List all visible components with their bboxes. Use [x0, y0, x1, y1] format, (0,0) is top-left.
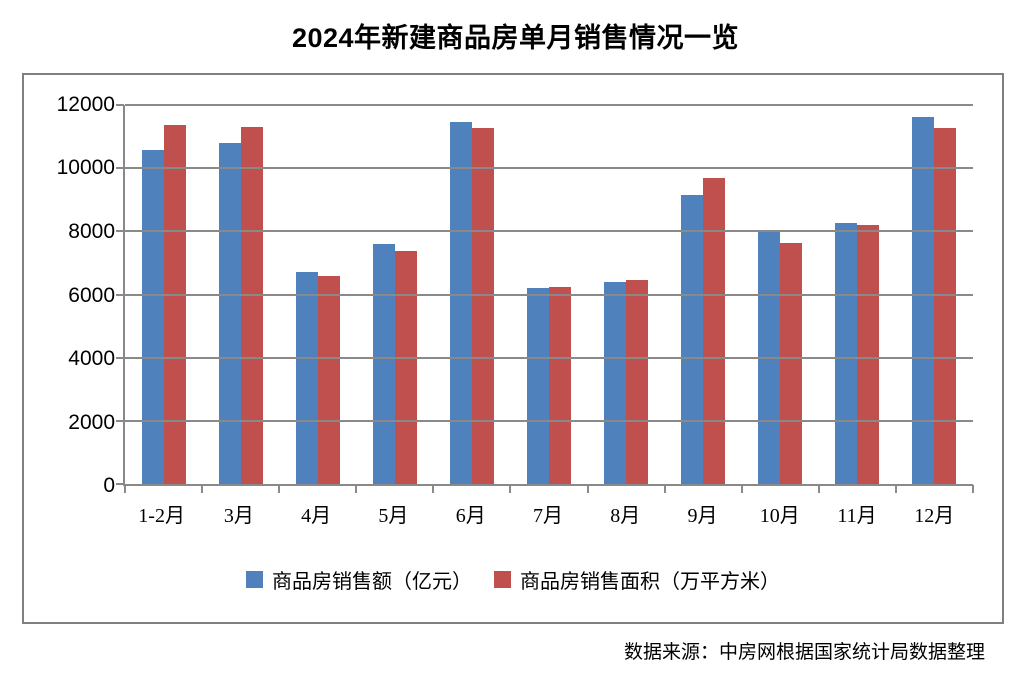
gridline-8000: [125, 230, 973, 233]
chart-title: 2024年新建商品房单月销售情况一览: [291, 23, 740, 53]
bar-area-9月: [703, 178, 726, 484]
x-axis-tick: [817, 485, 820, 493]
bar-amount-6月: [449, 121, 472, 484]
bar-area-6月: [471, 127, 494, 484]
bar-amount-8月: [604, 282, 627, 484]
bar-area-12月: [934, 128, 957, 484]
bar-group-9月: [665, 105, 742, 484]
x-axis-label-8月: 8月: [610, 505, 641, 527]
y-axis-tick: [116, 104, 124, 106]
legend-label-amount: 商品房销售额（亿元）: [272, 571, 472, 593]
y-axis-label-10000: 10000: [56, 156, 115, 180]
x-axis-tick: [432, 485, 435, 493]
y-axis-label-0: 0: [103, 474, 115, 497]
x-axis-tick: [894, 485, 897, 493]
legend-item-amount: 商品房销售额（亿元）: [246, 565, 472, 594]
bar-amount-9月: [681, 194, 704, 484]
x-axis-label-4月: 4月: [301, 505, 332, 527]
x-axis-tick: [740, 485, 743, 493]
bar-amount-7月: [527, 288, 550, 484]
x-axis-tick: [972, 485, 974, 493]
bar-group-5月: [356, 105, 433, 484]
bar-area-7月: [549, 287, 572, 484]
bar-area-3月: [240, 127, 263, 484]
x-axis-tick: [586, 485, 589, 493]
plot-area: [116, 104, 974, 493]
x-axis-label-3月: 3月: [223, 505, 254, 527]
x-axis-tick: [201, 485, 204, 493]
y-axis-label-6000: 6000: [68, 283, 115, 307]
x-axis: 1-2月 3月 4月 5月 6月 7月 8月 9月 10月 11月 12月: [123, 499, 973, 528]
bar-group-8月: [588, 105, 665, 484]
bar-area-10月: [780, 242, 803, 484]
data-source-note: 数据来源：中房网根据国家统计局数据整理: [623, 642, 985, 663]
gridline-2000: [125, 419, 973, 422]
gridline-4000: [125, 356, 973, 359]
bar-groups-container: [125, 105, 973, 484]
bar-amount-4月: [295, 272, 318, 484]
legend-label-area: 商品房销售面积（万平方米）: [520, 571, 780, 593]
bar-area-8月: [626, 280, 649, 484]
bar-area-4月: [317, 276, 340, 484]
gridline-10000: [125, 167, 973, 170]
y-axis-tick: [116, 356, 124, 359]
bar-group-11月: [819, 105, 896, 484]
bar-group-4月: [279, 105, 356, 484]
bar-amount-12月: [912, 116, 935, 484]
bar-group-3月: [202, 105, 279, 484]
bar-amount-1-2月: [141, 150, 164, 484]
y-axis: 0 2000 4000 6000 8000 10000 12000: [24, 93, 115, 497]
x-axis-label-1-2月: 1-2月: [138, 505, 185, 527]
y-axis-tick: [116, 230, 124, 233]
x-axis-tick: [124, 485, 126, 493]
x-axis-label-7月: 7月: [532, 505, 563, 527]
legend-swatch-area-icon: [494, 571, 511, 588]
chart-frame: 0 2000 4000 6000 8000 10000 12000 1-2月 3月 4月 5月 6月…: [22, 73, 1004, 624]
bar-group-12月: [896, 105, 973, 484]
bar-group-7月: [510, 105, 587, 484]
bar-area-11月: [857, 225, 880, 484]
y-axis-tick: [116, 483, 124, 485]
x-axis-label-6月: 6月: [455, 505, 486, 527]
bar-area-5月: [394, 250, 417, 484]
y-axis-tick: [116, 293, 124, 296]
y-axis-label-4000: 4000: [68, 346, 115, 370]
y-axis-label-12000: 12000: [56, 93, 115, 116]
y-axis-label-2000: 2000: [68, 410, 115, 434]
y-axis-tick: [116, 167, 124, 170]
x-axis-tick: [355, 485, 358, 493]
gridline-12000: [125, 104, 973, 106]
x-axis-label-12月: 12月: [914, 505, 955, 527]
bar-amount-5月: [372, 244, 395, 484]
bar-group-1-2月: [125, 105, 202, 484]
y-axis-tick: [116, 419, 124, 422]
x-axis-tick: [663, 485, 666, 493]
legend: 商品房销售额（亿元） 商品房销售面积（万平方米）: [24, 565, 1002, 594]
bar-group-6月: [433, 105, 510, 484]
y-axis-label-8000: 8000: [68, 219, 115, 243]
x-axis-tick: [278, 485, 281, 493]
bar-amount-3月: [218, 143, 241, 484]
bar-area-1-2月: [163, 124, 186, 484]
x-axis-label-11月: 11月: [837, 505, 877, 527]
x-axis-tick: [509, 485, 512, 493]
gridline-6000: [125, 293, 973, 296]
x-axis-label-10月: 10月: [759, 505, 800, 527]
legend-swatch-amount-icon: [246, 571, 263, 588]
bar-amount-11月: [835, 222, 858, 484]
legend-item-area: 商品房销售面积（万平方米）: [494, 565, 780, 594]
x-axis-label-9月: 9月: [687, 505, 718, 527]
x-axis-label-5月: 5月: [378, 505, 409, 527]
